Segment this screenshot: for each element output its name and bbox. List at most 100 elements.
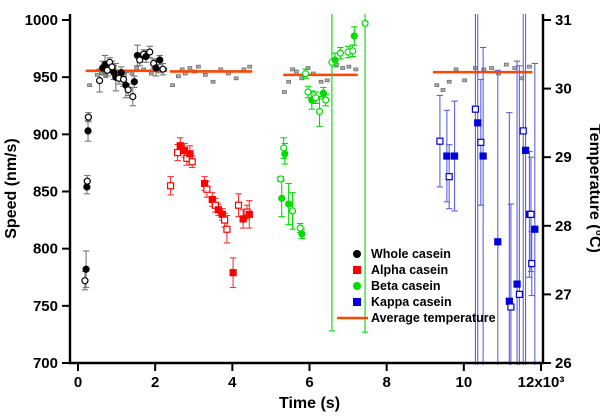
svg-text:900: 900 [33,126,58,143]
data-point [505,297,513,305]
data-point [229,269,237,277]
data-point [281,150,289,158]
data-point [361,19,369,28]
series-alpha-casein [167,137,253,289]
data-point [142,52,150,61]
data-point [186,150,194,158]
x-tick-label: 4 [228,374,237,391]
data-point [296,224,304,232]
data-point [471,105,480,113]
svg-text:950: 950 [33,69,58,86]
data-point [188,158,196,166]
data-point [302,70,310,78]
data-point [130,78,138,86]
x-tick-label: 10 [455,374,472,391]
svg-text:31: 31 [555,12,572,29]
x-tick-label: 12x10³ [518,374,565,391]
data-point [234,201,243,209]
data-point [103,66,111,74]
legend-label: Alpha casein [371,263,448,277]
x-tick-label: 8 [382,374,390,391]
data-point [152,64,160,72]
data-point [280,144,288,152]
data-point [159,65,167,73]
axes: 700 750 800 850 900 950 1000 26 27 28 29 30 31 0 2 4 6 8 1… [3,12,600,412]
data-point [83,177,91,185]
data-point [331,56,339,64]
legend-label: Kappa casein [371,295,452,309]
svg-text:1000: 1000 [25,12,58,29]
legend-marker-icon [353,282,361,290]
data-point [288,207,297,215]
legend: Whole casein Alpha casein Beta casein Kappa… [337,247,496,325]
data-point [173,149,182,157]
data-point [223,225,231,233]
right-y-axis-title: Temperature (°C) [586,124,600,253]
svg-text:850: 850 [33,184,58,201]
svg-text:30: 30 [555,81,572,98]
data-point [494,238,502,246]
data-point [513,280,521,288]
data-point [156,56,164,64]
data-point [521,146,530,154]
data-point [136,56,144,64]
data-point [176,142,184,150]
data-point [208,195,216,204]
svg-text:750: 750 [33,298,58,315]
data-point [129,93,137,101]
legend-label: Whole casein [371,247,451,261]
data-point [350,32,358,40]
legend-marker-icon [353,250,361,258]
data-point [167,182,175,190]
data-point [84,113,93,121]
data-point [436,137,444,145]
data-point [479,152,487,160]
data-point [214,206,223,214]
data-point [443,152,451,160]
data-point [276,175,285,183]
data-point [304,88,312,96]
data-point [319,89,327,97]
svg-text:29: 29 [555,149,572,166]
data-point [528,259,536,268]
data-point [519,127,527,135]
data-point [445,173,453,181]
legend-marker-icon [353,266,361,274]
data-point [108,63,116,71]
svg-text:800: 800 [33,241,58,258]
data-point [322,96,330,104]
data-point [336,49,344,57]
data-point [84,127,92,135]
data-point [349,47,357,55]
data-point [477,138,485,146]
data-point [515,290,523,298]
data-point [96,76,104,85]
series-beta-casein [276,14,369,333]
svg-text:26: 26 [555,355,572,372]
x-axis-title: Time (s) [279,395,340,412]
legend-label: Beta casein [371,279,440,293]
data-point [221,216,229,224]
data-point [146,48,154,56]
data-point [312,94,320,102]
data-point [315,107,324,116]
data-point [203,185,211,193]
data-point [81,277,89,285]
data-point [239,215,247,223]
series-kappa-casein [436,14,539,365]
x-tick-label: 0 [74,374,82,391]
data-point [278,194,286,202]
data-point [298,230,306,238]
legend-label: Average temperature [371,311,496,325]
svg-text:28: 28 [555,218,572,235]
data-point [245,210,253,218]
series-whole-casein [81,44,167,291]
data-point [200,179,209,188]
data-point [527,210,535,218]
data-point [119,75,128,84]
data-point [124,86,132,94]
svg-text:27: 27 [555,286,572,303]
legend-marker-icon [353,298,361,306]
